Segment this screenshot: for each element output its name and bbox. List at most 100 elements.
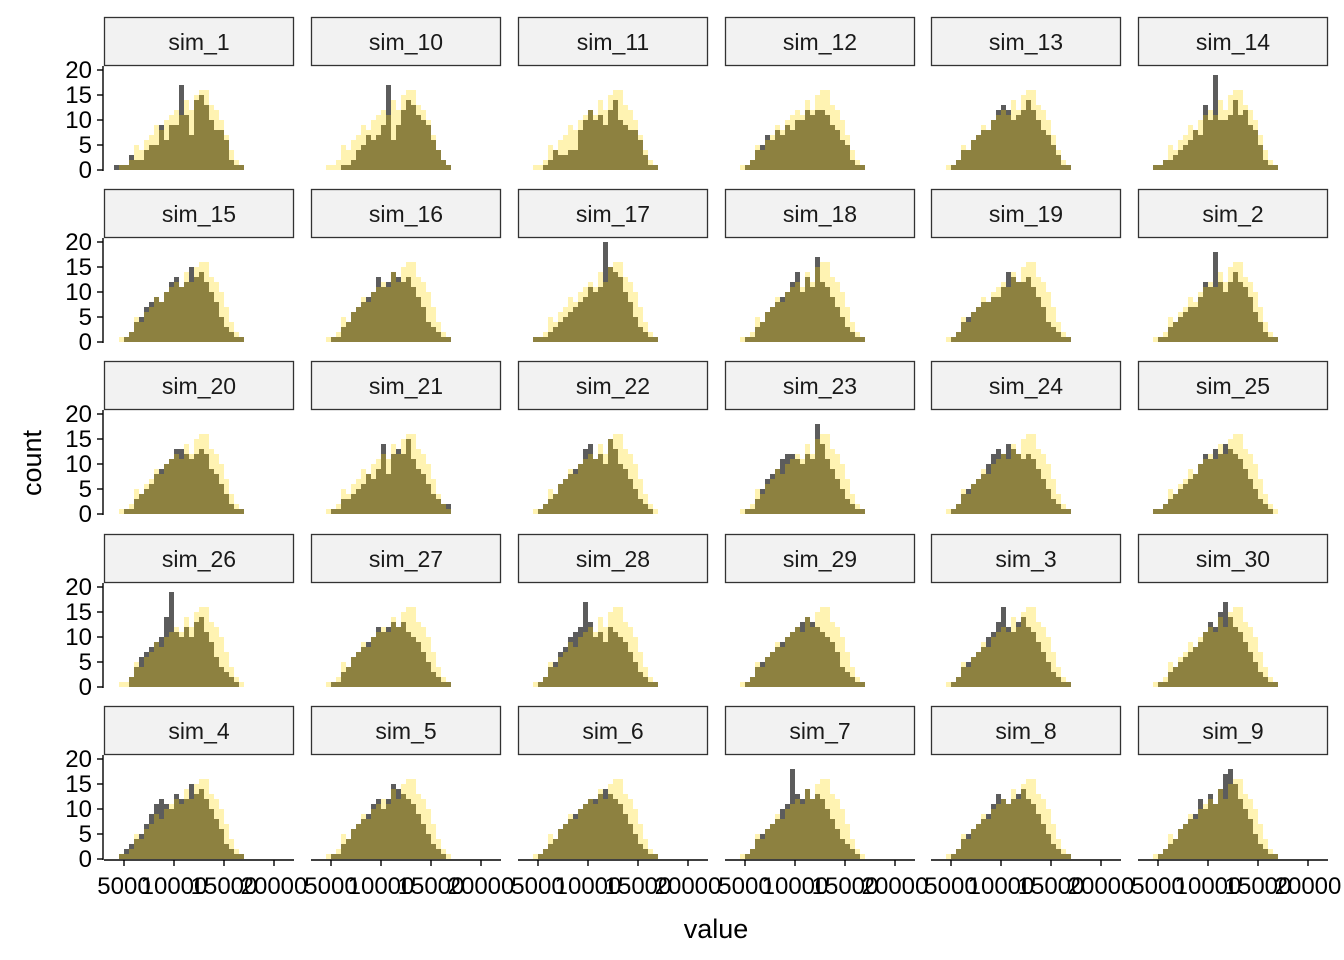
- observed-bar: [1016, 282, 1021, 342]
- sim-bar: [548, 499, 553, 514]
- observed-bar: [648, 160, 653, 170]
- sim-bar: [553, 494, 558, 514]
- sim-bar: [164, 804, 169, 859]
- observed-bar: [568, 642, 573, 687]
- observed-bar: [371, 292, 376, 342]
- observed-bar: [436, 150, 441, 170]
- observed-bar: [825, 779, 830, 859]
- observed-bar: [441, 677, 446, 687]
- observed-bar: [533, 854, 538, 859]
- sim-bar: [1158, 337, 1163, 342]
- x-tick-label: 10000: [762, 873, 829, 900]
- sim-bar: [401, 282, 406, 342]
- observed-bar: [981, 297, 986, 342]
- observed-bar: [966, 494, 971, 514]
- observed-bar: [346, 150, 351, 170]
- sim-bar: [1228, 449, 1233, 514]
- observed-bar: [1243, 622, 1248, 687]
- observed-bar: [356, 652, 361, 687]
- sim-bar: [426, 834, 431, 859]
- sim-bar: [224, 844, 229, 859]
- sim-bar: [401, 110, 406, 170]
- x-axis-group: 5000100001500020000500010000150002000050…: [97, 859, 1341, 900]
- sim-bar: [996, 297, 1001, 342]
- observed-bar: [386, 287, 391, 342]
- observed-bar: [1258, 307, 1263, 342]
- observed-bar: [1218, 789, 1223, 859]
- sim-bar: [1026, 627, 1031, 687]
- observed-bar: [124, 854, 129, 859]
- observed-bar: [169, 459, 174, 514]
- sim-bar: [755, 327, 760, 342]
- observed-bar: [1168, 834, 1173, 859]
- observed-bar: [956, 332, 961, 342]
- sim-bar: [845, 327, 850, 342]
- sim-bar: [1213, 252, 1218, 342]
- observed-bar: [149, 135, 154, 170]
- observed-bar: [971, 484, 976, 514]
- observed-bar: [386, 804, 391, 859]
- sim-bar: [129, 844, 134, 859]
- sim-bar: [608, 627, 613, 687]
- observed-bar: [1031, 779, 1036, 859]
- sim-bar: [755, 839, 760, 859]
- x-tick-label: 5000: [1131, 873, 1184, 900]
- sim-bar: [956, 332, 961, 342]
- sim-bar: [184, 454, 189, 514]
- observed-bar: [653, 165, 658, 170]
- observed-bar: [780, 647, 785, 687]
- sim-bar: [1051, 327, 1056, 342]
- observed-bar: [446, 854, 451, 859]
- sim-bar: [1268, 337, 1273, 342]
- x-tick-label: 20000: [448, 873, 515, 900]
- observed-bar: [1066, 337, 1071, 342]
- observed-bar: [1178, 312, 1183, 342]
- facet-strip: [103, 705, 295, 756]
- facet-strip: [930, 705, 1122, 756]
- observed-bar: [401, 267, 406, 342]
- sim-bar: [174, 277, 179, 342]
- observed-bar: [1253, 292, 1258, 342]
- observed-bar: [154, 642, 159, 687]
- observed-bar: [598, 789, 603, 859]
- sim-bar: [765, 312, 770, 342]
- sim-bar: [1253, 834, 1258, 859]
- observed-bar: [548, 145, 553, 170]
- observed-bar: [780, 130, 785, 170]
- sim-bar: [194, 454, 199, 514]
- sim-bar: [780, 459, 785, 514]
- sim-bar: [1006, 627, 1011, 687]
- sim-bar: [124, 165, 129, 170]
- sim-bar: [119, 165, 124, 170]
- sim-bar: [855, 682, 860, 687]
- sim-bar: [381, 632, 386, 687]
- sim-bar: [1268, 682, 1273, 687]
- sim-bar: [214, 819, 219, 859]
- sim-bar: [780, 135, 785, 170]
- sim-bar: [139, 317, 144, 342]
- observed-bar: [1056, 322, 1061, 342]
- observed-bar: [956, 849, 961, 859]
- sim-bar: [548, 332, 553, 342]
- sim-bar: [1041, 307, 1046, 342]
- sim-bar: [1253, 130, 1258, 170]
- observed-bar: [426, 120, 431, 170]
- observed-bar: [568, 297, 573, 342]
- sim-bar: [780, 809, 785, 859]
- facet-strip-label: sim_4: [168, 718, 230, 744]
- observed-bar: [740, 165, 745, 170]
- observed-bar: [199, 262, 204, 342]
- observed-bar: [179, 632, 184, 687]
- sim-bar: [1203, 454, 1208, 514]
- observed-bar: [643, 839, 648, 859]
- sim-bar: [558, 829, 563, 859]
- observed-bar: [1006, 459, 1011, 514]
- sim-bar: [214, 474, 219, 514]
- sim-bar: [1173, 494, 1178, 514]
- observed-bar: [139, 494, 144, 514]
- observed-bar: [1273, 165, 1278, 170]
- sim-bar: [119, 854, 124, 859]
- observed-bar: [578, 120, 583, 170]
- sim-bar: [129, 332, 134, 342]
- observed-bar: [1011, 617, 1016, 687]
